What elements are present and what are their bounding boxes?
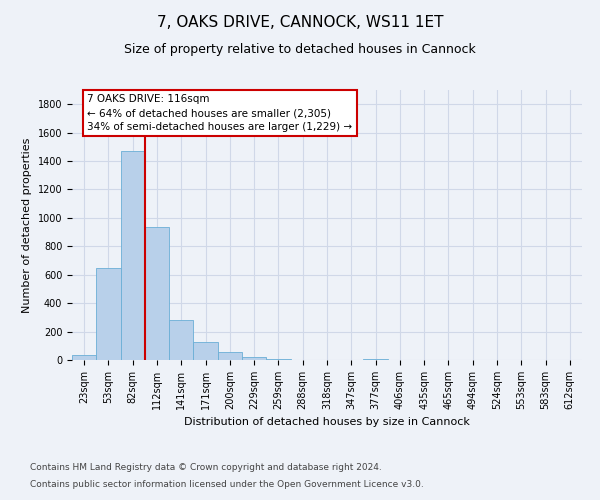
Text: Contains public sector information licensed under the Open Government Licence v3: Contains public sector information licen… <box>30 480 424 489</box>
Bar <box>242 357 266 360</box>
Bar <box>145 227 169 360</box>
Bar <box>169 320 193 360</box>
Bar <box>266 358 290 360</box>
Y-axis label: Number of detached properties: Number of detached properties <box>22 138 32 312</box>
Bar <box>218 352 242 360</box>
Bar <box>96 268 121 360</box>
Bar <box>72 354 96 360</box>
Text: Contains HM Land Registry data © Crown copyright and database right 2024.: Contains HM Land Registry data © Crown c… <box>30 464 382 472</box>
Text: Size of property relative to detached houses in Cannock: Size of property relative to detached ho… <box>124 42 476 56</box>
Text: 7, OAKS DRIVE, CANNOCK, WS11 1ET: 7, OAKS DRIVE, CANNOCK, WS11 1ET <box>157 15 443 30</box>
Bar <box>121 152 145 360</box>
Text: 7 OAKS DRIVE: 116sqm
← 64% of detached houses are smaller (2,305)
34% of semi-de: 7 OAKS DRIVE: 116sqm ← 64% of detached h… <box>88 94 352 132</box>
X-axis label: Distribution of detached houses by size in Cannock: Distribution of detached houses by size … <box>184 418 470 428</box>
Bar <box>364 358 388 360</box>
Bar <box>193 342 218 360</box>
